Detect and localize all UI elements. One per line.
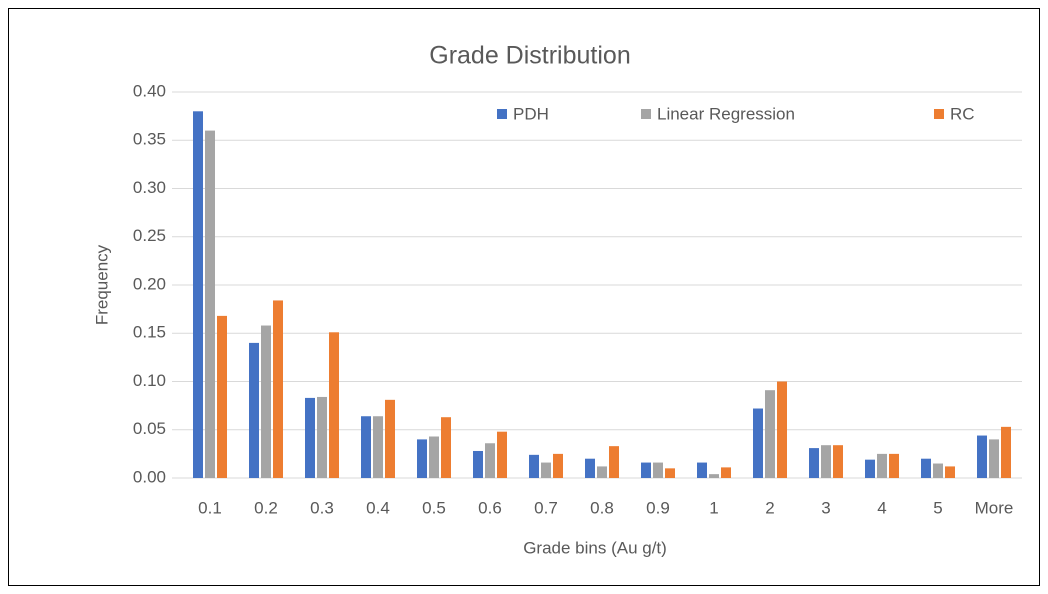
x-tick-label: 0.6	[478, 498, 502, 517]
bar	[441, 417, 451, 478]
chart-title: Grade Distribution	[429, 42, 630, 70]
bar	[833, 445, 843, 478]
y-tick-label: 0.40	[133, 81, 166, 100]
bar	[597, 466, 607, 478]
bar	[721, 467, 731, 478]
bar	[809, 448, 819, 478]
bar	[541, 462, 551, 478]
chart-frame	[8, 8, 1040, 586]
y-tick-label: 0.30	[133, 178, 166, 197]
x-tick-label: 2	[765, 498, 774, 517]
bar	[261, 325, 271, 478]
bar	[373, 416, 383, 478]
x-tick-label: 0.2	[254, 498, 278, 517]
bar	[697, 462, 707, 478]
bar	[921, 458, 931, 478]
bar	[653, 462, 663, 478]
bar	[865, 459, 875, 478]
x-tick-label: 0.3	[310, 498, 334, 517]
bar	[889, 453, 899, 478]
x-tick-label: 0.9	[646, 498, 670, 517]
y-tick-label: 0.35	[133, 130, 166, 149]
legend-label: RC	[950, 104, 975, 123]
bar	[709, 474, 719, 478]
y-tick-label: 0.05	[133, 419, 166, 438]
bar	[529, 454, 539, 478]
legend-label: PDH	[513, 104, 549, 123]
bar	[933, 463, 943, 478]
x-tick-label: 0.8	[590, 498, 614, 517]
y-tick-label: 0.15	[133, 323, 166, 342]
x-tick-label: 0.5	[422, 498, 446, 517]
legend-label: Linear Regression	[657, 104, 795, 123]
y-tick-label: 0.20	[133, 274, 166, 293]
bar	[945, 466, 955, 478]
y-axis-label: Frequency	[92, 244, 111, 325]
legend-swatch	[497, 109, 507, 119]
bar	[473, 450, 483, 478]
bar	[497, 431, 507, 478]
bar	[305, 397, 315, 478]
x-tick-label: 0.7	[534, 498, 558, 517]
bar	[765, 390, 775, 478]
bar	[753, 408, 763, 478]
x-tick-label: 0.1	[198, 498, 222, 517]
legend-swatch	[641, 109, 651, 119]
y-tick-label: 0.10	[133, 371, 166, 390]
bar	[977, 435, 987, 478]
bar	[249, 342, 259, 478]
bar	[193, 111, 203, 479]
bar	[585, 458, 595, 478]
bar	[1001, 426, 1011, 478]
bar	[665, 468, 675, 478]
bar	[485, 443, 495, 478]
bar	[821, 445, 831, 478]
legend-swatch	[934, 109, 944, 119]
bar	[609, 446, 619, 478]
bar	[361, 416, 371, 478]
bar	[273, 300, 283, 478]
bar	[205, 130, 215, 478]
bar	[429, 436, 439, 478]
bar	[417, 439, 427, 478]
x-tick-label: 3	[821, 498, 830, 517]
x-tick-label: 5	[933, 498, 942, 517]
x-tick-label: More	[975, 498, 1014, 517]
bar	[317, 396, 327, 478]
y-tick-label: 0.25	[133, 226, 166, 245]
bar	[329, 332, 339, 478]
bar	[989, 439, 999, 478]
bar	[877, 453, 887, 478]
x-tick-label: 1	[709, 498, 718, 517]
bar	[553, 453, 563, 478]
x-tick-label: 0.4	[366, 498, 390, 517]
bar	[385, 399, 395, 478]
x-axis-label: Grade bins (Au g/t)	[523, 538, 667, 557]
y-tick-label: 0.00	[133, 467, 166, 486]
bar	[641, 462, 651, 478]
x-tick-label: 4	[877, 498, 886, 517]
bar	[777, 381, 787, 478]
bar	[217, 315, 227, 478]
